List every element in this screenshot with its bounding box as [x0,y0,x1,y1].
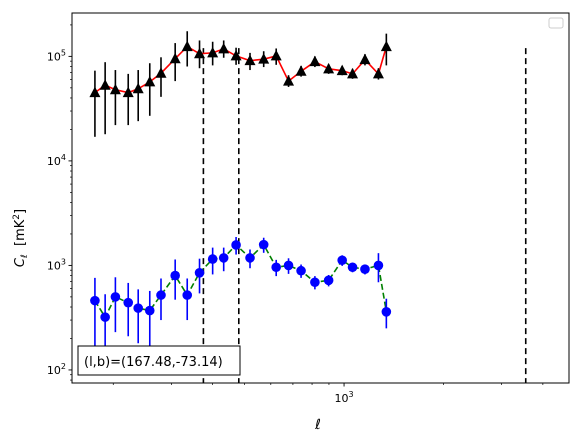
series-1-point [295,65,307,76]
series-2-point [323,275,334,286]
y-tick-label-base: 10 [47,155,61,168]
x-tick-label: 103 [335,390,354,405]
series-2-point [156,290,166,300]
series-2-point [110,292,121,302]
series-2-point [271,262,281,273]
annotation-box: (l,b)=(167.48,-73.14) [77,345,241,376]
series-2-point [170,270,180,281]
series-1-point [258,53,270,64]
y-tick-label-base: 10 [47,259,61,272]
y-axis-label-unit-exponent: 2 [12,214,22,220]
series-1-point [207,46,219,58]
y-tick-label-base: 10 [47,50,61,63]
series-1-point [380,40,392,52]
series-2-point [258,239,269,250]
series-2-point [347,262,358,273]
series-1-point [323,62,335,74]
series-2-point [194,267,205,278]
legend-box [548,17,564,29]
series-1-point [109,83,121,95]
series-2-point [381,306,392,317]
y-tick-label-exponent: 2 [61,362,66,371]
y-tick-label: 105 [47,48,66,63]
series-1-point [99,79,111,90]
series-2-point [144,305,155,316]
x-tick-label-base: 10 [335,392,349,405]
y-axis-label: Cℓ [mK2] [12,209,30,267]
series-1-point [336,64,348,76]
series-2-point [360,264,370,275]
y-tick-label-base: 10 [47,364,61,377]
y-tick-label-exponent: 4 [61,153,66,162]
series-2-point [182,290,193,300]
x-axis-label: ℓ [314,417,321,433]
series-2-point [245,253,255,263]
series-1-point [144,75,156,87]
annotation-text: (l,b)=(167.48,-73.14) [84,355,223,370]
annotation-frame [77,345,241,376]
series-1-point [347,67,359,79]
plot-area [89,31,527,383]
series-1-point [283,75,295,86]
series-2-point [283,260,294,271]
series-2-point [123,297,134,308]
series-2-point [231,240,241,250]
series-1-point [132,82,144,94]
series-2-point [207,254,218,264]
series-1-point [169,52,181,64]
y-axis-label-symbol: C [13,257,28,267]
series-1-point [244,54,256,66]
y-tick-label: 104 [47,153,66,168]
series-2-point [133,303,144,313]
series-1-point [372,67,384,79]
series-1-point [270,49,282,61]
series-2-point [90,295,100,306]
series-2-point [337,255,347,266]
y-tick-label: 102 [47,362,66,377]
series-1-point [122,86,134,98]
x-tick-label-exponent: 3 [349,390,354,399]
series-1-point [155,67,167,78]
axes-frame [71,12,570,384]
y-tick-label-exponent: 3 [61,257,66,266]
series-1-point [89,86,101,98]
series-1-point [181,40,193,52]
y-axis-label-subscript: ℓ [20,254,30,259]
y-tick-label-exponent: 5 [61,48,66,57]
series-2-point [310,277,320,288]
y-axis-label-unit: [mK [13,219,28,254]
series-2-point [100,312,110,322]
y-tick-label: 103 [47,257,66,272]
series-1-point [309,55,321,67]
series-1-point [230,49,242,61]
series-1-point [218,42,230,54]
series-2-point [373,260,384,271]
series-2-point [296,265,306,276]
series-2-point [218,253,229,263]
y-axis-label-unit-close: ] [13,209,28,214]
series-1-point [194,47,206,59]
series-1-point [359,53,371,65]
